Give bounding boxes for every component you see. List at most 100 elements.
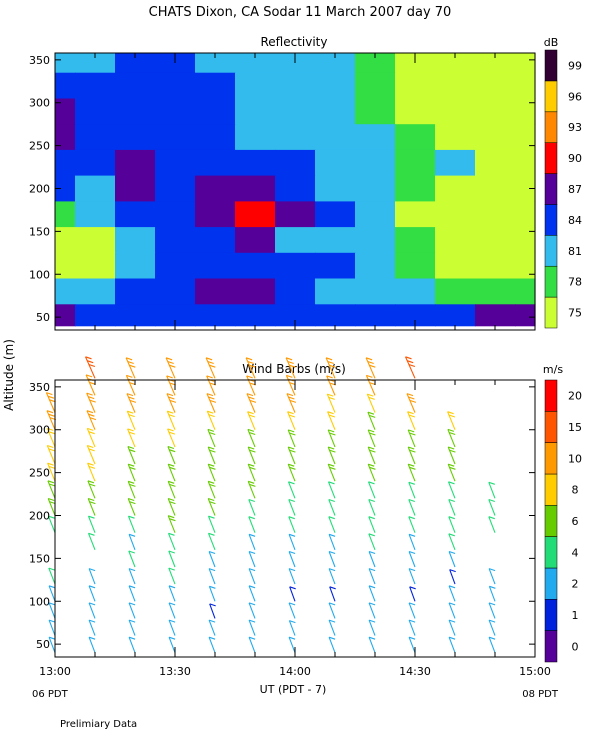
reflectivity-cell — [155, 72, 196, 99]
wind-barb — [125, 357, 136, 379]
wind-barb — [449, 569, 456, 585]
reflectivity-cell — [235, 98, 276, 125]
colorbar-tick-label: 84 — [568, 214, 582, 227]
wind-barb — [368, 516, 376, 533]
wind-barb — [288, 602, 296, 619]
wind-barb — [208, 585, 216, 602]
wind-barb — [248, 550, 256, 568]
reflectivity-cell — [275, 227, 316, 254]
reflectivity-cell — [475, 72, 516, 99]
colorbar-swatch — [544, 80, 558, 113]
colorbar-tick-label: 15 — [568, 421, 582, 434]
colorbar-swatch — [544, 442, 558, 475]
reflectivity-cell — [235, 252, 276, 280]
reflectivity-cell — [475, 227, 516, 254]
reflectivity-cell — [435, 278, 476, 305]
reflectivity-cell — [115, 252, 156, 280]
wind-barb — [128, 636, 136, 653]
colorbar-swatch — [544, 142, 558, 174]
reflectivity-cell — [355, 304, 396, 327]
colorbar-tick-label: 96 — [568, 90, 582, 103]
wind-barb — [288, 498, 296, 516]
reflectivity-cell — [75, 53, 116, 74]
reflectivity-cell — [55, 278, 76, 305]
reflectivity-cell — [275, 278, 316, 305]
wind-barb — [247, 411, 256, 430]
wind-barb — [207, 480, 216, 499]
wind-barb — [328, 636, 336, 653]
reflectivity-cell — [195, 252, 236, 280]
wind-barb — [247, 480, 256, 499]
wind-barb — [87, 480, 96, 499]
y-tick-label: 50 — [36, 311, 50, 324]
reflectivity-cell — [515, 227, 536, 254]
reflectivity-cell — [115, 98, 156, 125]
wind-barb — [288, 550, 296, 568]
wind-barb — [88, 602, 96, 619]
wind-barb — [208, 636, 216, 653]
colorbar-swatch — [544, 567, 558, 600]
reflectivity-cell — [435, 53, 476, 74]
y-tick-label: 200 — [29, 509, 50, 522]
reflectivity-cell — [55, 227, 76, 254]
wind-barb — [247, 428, 256, 448]
wind-barb — [127, 428, 136, 448]
reflectivity-cell — [75, 149, 116, 177]
x-tick-label: 13:00 — [39, 665, 71, 678]
reflectivity-cell — [55, 252, 76, 280]
wind-barb — [327, 429, 336, 448]
reflectivity-cell — [315, 98, 356, 125]
wind-barb — [488, 585, 496, 602]
reflectivity-cell — [155, 98, 196, 125]
reflectivity-cell — [475, 53, 516, 74]
wind-barb — [368, 636, 376, 653]
wind-barb — [48, 636, 56, 653]
wind-barb — [126, 393, 137, 413]
wind-barb — [88, 568, 96, 585]
wind-colorbar-label: m/s — [543, 363, 563, 376]
wind-barb — [127, 445, 136, 465]
wind-barb — [288, 636, 296, 653]
wind-barb — [167, 445, 176, 465]
wind-barb — [289, 586, 296, 602]
wind-barb — [367, 429, 376, 448]
reflectivity-cell — [275, 124, 316, 151]
wind-barb — [207, 463, 216, 482]
wind-barb — [368, 533, 376, 550]
wind-barb — [207, 428, 216, 448]
reflectivity-cell — [515, 304, 536, 327]
wind-barb — [287, 481, 296, 499]
wind-barb — [247, 463, 256, 482]
wind-barb — [167, 428, 176, 448]
wind-barb — [327, 446, 336, 465]
reflectivity-cell — [75, 201, 116, 228]
y-tick-label: 150 — [29, 552, 50, 565]
reflectivity-cell — [195, 227, 236, 254]
wind-barb — [488, 516, 496, 533]
reflectivity-cell — [315, 149, 356, 177]
wind-barb — [166, 410, 176, 430]
reflectivity-cell — [275, 98, 316, 125]
reflectivity-cell — [195, 304, 236, 327]
wind-barb — [167, 532, 176, 551]
wind-barb — [168, 602, 176, 619]
wind-barb — [47, 515, 56, 533]
reflectivity-cell — [235, 304, 276, 327]
colorbar-tick-label: 0 — [572, 640, 579, 653]
reflectivity-cell — [115, 72, 156, 99]
colorbar-swatch — [544, 379, 558, 412]
wind-barb — [367, 481, 376, 499]
reflectivity-cell — [355, 98, 396, 125]
reflectivity-cell — [475, 201, 516, 228]
reflectivity-cell — [75, 124, 116, 151]
wind-barb — [248, 498, 256, 516]
wind-barb — [126, 410, 136, 430]
wind-barb — [46, 427, 56, 448]
wind-barb — [167, 497, 176, 516]
wind-barb — [448, 550, 456, 568]
wind-barb — [248, 619, 256, 636]
wind-barb — [447, 463, 456, 482]
wind-barb — [168, 567, 176, 585]
wind-barb — [285, 357, 296, 379]
wind-barb — [246, 393, 257, 413]
